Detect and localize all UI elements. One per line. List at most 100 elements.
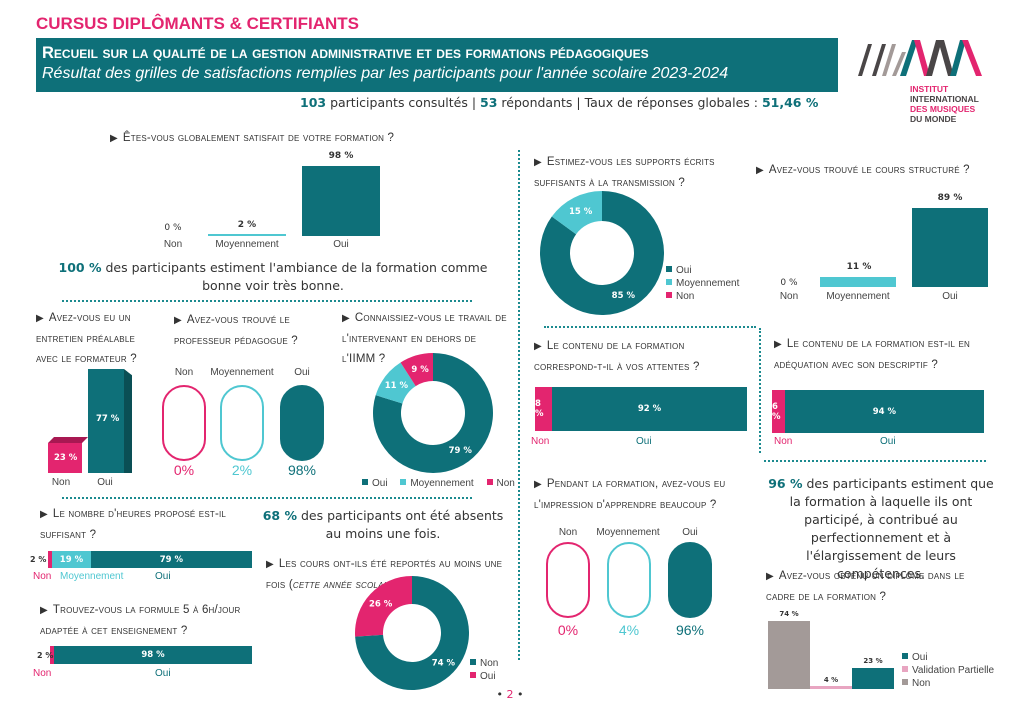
bar-moyennement xyxy=(820,277,896,287)
segment-non: 8 % xyxy=(535,387,552,431)
category-oui: Oui xyxy=(880,436,896,447)
segment-label-non: 6 % xyxy=(772,401,781,422)
stat-ambiance-value: 100 % xyxy=(58,260,102,275)
question-text: Avez-vous obtenu un diplôme dans le cadr… xyxy=(766,570,965,603)
slice-oui xyxy=(539,191,664,315)
arrow-icon: ▶ xyxy=(766,571,774,582)
logo-line-1: INSTITUT xyxy=(910,84,949,94)
divider-horizontal-1 xyxy=(62,300,472,302)
respondents-text: répondants | Taux de réponses globales : xyxy=(497,95,762,110)
consulted-count: 103 xyxy=(300,95,327,110)
category-non: Non xyxy=(174,367,194,378)
bar-oui xyxy=(88,369,124,473)
legend-item-oui: Oui xyxy=(470,670,498,683)
stat-absents: 68 % des participants ont été absents au… xyxy=(258,507,508,543)
question-heures: ▶ Le nombre d'heures proposé est-il suffi… xyxy=(40,504,250,545)
legend-item-oui: Oui xyxy=(362,478,388,489)
pill-pct-oui: 98% xyxy=(287,462,317,478)
logo-line-4: DU MONDE xyxy=(910,114,957,124)
arrow-icon: ▶ xyxy=(266,559,274,570)
bar-oui xyxy=(302,166,380,236)
legend-item-moyennement: Moyennement xyxy=(666,277,739,290)
pill-moyennement xyxy=(607,542,651,618)
bar-label-oui: 23 % xyxy=(863,657,883,665)
respondents-count: 53 xyxy=(480,95,498,110)
segment-non xyxy=(50,646,55,664)
category-non: Non xyxy=(33,571,52,582)
slice-label-moyennement: 11 % xyxy=(385,381,409,391)
question-text: Les cours ont-ils été reportés au moins … xyxy=(266,558,503,591)
segment-moyennement: 19 % xyxy=(52,551,91,568)
logo-line-2: INTERNATIONAL xyxy=(910,94,979,104)
slice-oui xyxy=(373,353,493,473)
question-structure: ▶ Avez-vous trouvé le cours structuré ? xyxy=(756,160,1016,181)
question-entretien: ▶ Avez-vous eu un entretien préalable ave… xyxy=(36,308,156,369)
question-text: Le contenu de la formation est-il en adé… xyxy=(774,338,971,371)
slice-label-oui: 79 % xyxy=(449,446,473,456)
slice-label-moyennement: 15 % xyxy=(569,207,593,217)
slice-non xyxy=(400,353,433,387)
slice-moyennement xyxy=(375,362,416,404)
logo-line-3: DES MUSIQUES xyxy=(910,104,976,114)
arrow-icon: ▶ xyxy=(174,315,182,326)
section-title: CURSUS DIPLÔMANTS & CERTIFIANTS xyxy=(36,14,359,33)
chart-contenu-attentes: 8 % 92 % xyxy=(535,387,747,431)
category-moyennement: Moyennement xyxy=(60,571,124,582)
chart-entretien: 23 % 77 % Non Oui xyxy=(40,360,140,490)
category-oui: Oui xyxy=(155,571,171,582)
bar-label-non: 74 % xyxy=(779,610,799,618)
question-text: Le contenu de la formation correspond-t-… xyxy=(534,340,700,373)
logo: INSTITUT INTERNATIONAL DES MUSIQUES DU M… xyxy=(848,36,998,124)
question-text: Pendant la formation, avez-vous eu l'imp… xyxy=(534,478,726,511)
bar-moyennement xyxy=(208,234,286,236)
segment-oui: 98 % xyxy=(54,646,252,664)
question-text: Connaissiez-vous le travail de l'interve… xyxy=(342,312,507,365)
question-text: Le nombre d'heures proposé est-il suffis… xyxy=(40,508,227,541)
category-non: Non xyxy=(531,436,550,447)
bar-label-non: 0 % xyxy=(780,278,798,288)
slice-moyennement xyxy=(551,191,602,235)
question-text: Avez-vous eu un entretien préalable avec… xyxy=(36,312,137,365)
segment-oui: 79 % xyxy=(90,551,252,568)
segment-label-oui: 79 % xyxy=(159,554,184,565)
question-contenu-attentes: ▶ Le contenu de la formation correspond-t… xyxy=(534,336,734,377)
pill-pct-oui: 96% xyxy=(675,622,705,638)
bar-non xyxy=(48,443,82,473)
banner-title: Recueil sur la qualité de la gestion adm… xyxy=(42,44,649,62)
slice-label-non: 9 % xyxy=(411,365,429,375)
category-non: Non xyxy=(51,477,71,488)
question-text: Avez-vous trouvé le cours structuré ? xyxy=(768,164,970,176)
legend-intervenant: Oui Moyennement Non xyxy=(362,477,515,490)
bar-oui xyxy=(912,208,988,287)
question-contenu-descriptif: ▶ Le contenu de la formation est-il en ad… xyxy=(774,334,984,375)
divider-vertical-right xyxy=(759,328,761,453)
pill-oui xyxy=(280,385,324,461)
bar-label-oui: 77 % xyxy=(96,414,120,424)
slice-oui xyxy=(355,576,412,637)
stat-absents-value: 68 % xyxy=(262,508,297,523)
question-text: Êtes-vous globalement satisfait de votre… xyxy=(122,132,395,144)
legend-item-validation: Validation Partielle xyxy=(902,664,994,677)
pill-moyennement xyxy=(220,385,264,461)
segment-label-oui: 98 % xyxy=(141,650,165,660)
bar-label-validation: 4 % xyxy=(823,676,839,684)
arrow-icon: ▶ xyxy=(36,313,44,324)
chart-structure: 0 % 11 % 89 % Non Moyennement Oui xyxy=(770,185,1000,305)
bar-label-non: 0 % xyxy=(164,223,182,233)
stat-perfection: 96 % des participants estiment que la fo… xyxy=(768,475,994,583)
question-intervenant: ▶ Connaissiez-vous le travail de l'interv… xyxy=(342,308,512,369)
category-oui: Oui xyxy=(97,477,113,488)
slice-non xyxy=(355,576,470,690)
arrow-icon: ▶ xyxy=(342,313,350,324)
chart-apprendre: Non Moyennement Oui 0% 4% 96% xyxy=(540,525,720,645)
bar-oui xyxy=(852,668,894,689)
segment-label-non: 8 % xyxy=(535,399,544,419)
chart-satisfaction: 0 % 2 % 98 % Non Moyennement Oui xyxy=(150,145,380,255)
bar-label-oui: 98 % xyxy=(328,151,354,161)
legend-item-non: Non xyxy=(902,677,994,690)
banner-subtitle: Résultat des grilles de satisfactions re… xyxy=(42,65,729,82)
stat-ambiance-text: des participants estiment l'ambiance de … xyxy=(101,260,488,293)
arrow-icon: ▶ xyxy=(534,157,542,168)
segment-label-oui: 94 % xyxy=(872,406,896,417)
slice-label-oui: 26 % xyxy=(369,600,393,610)
